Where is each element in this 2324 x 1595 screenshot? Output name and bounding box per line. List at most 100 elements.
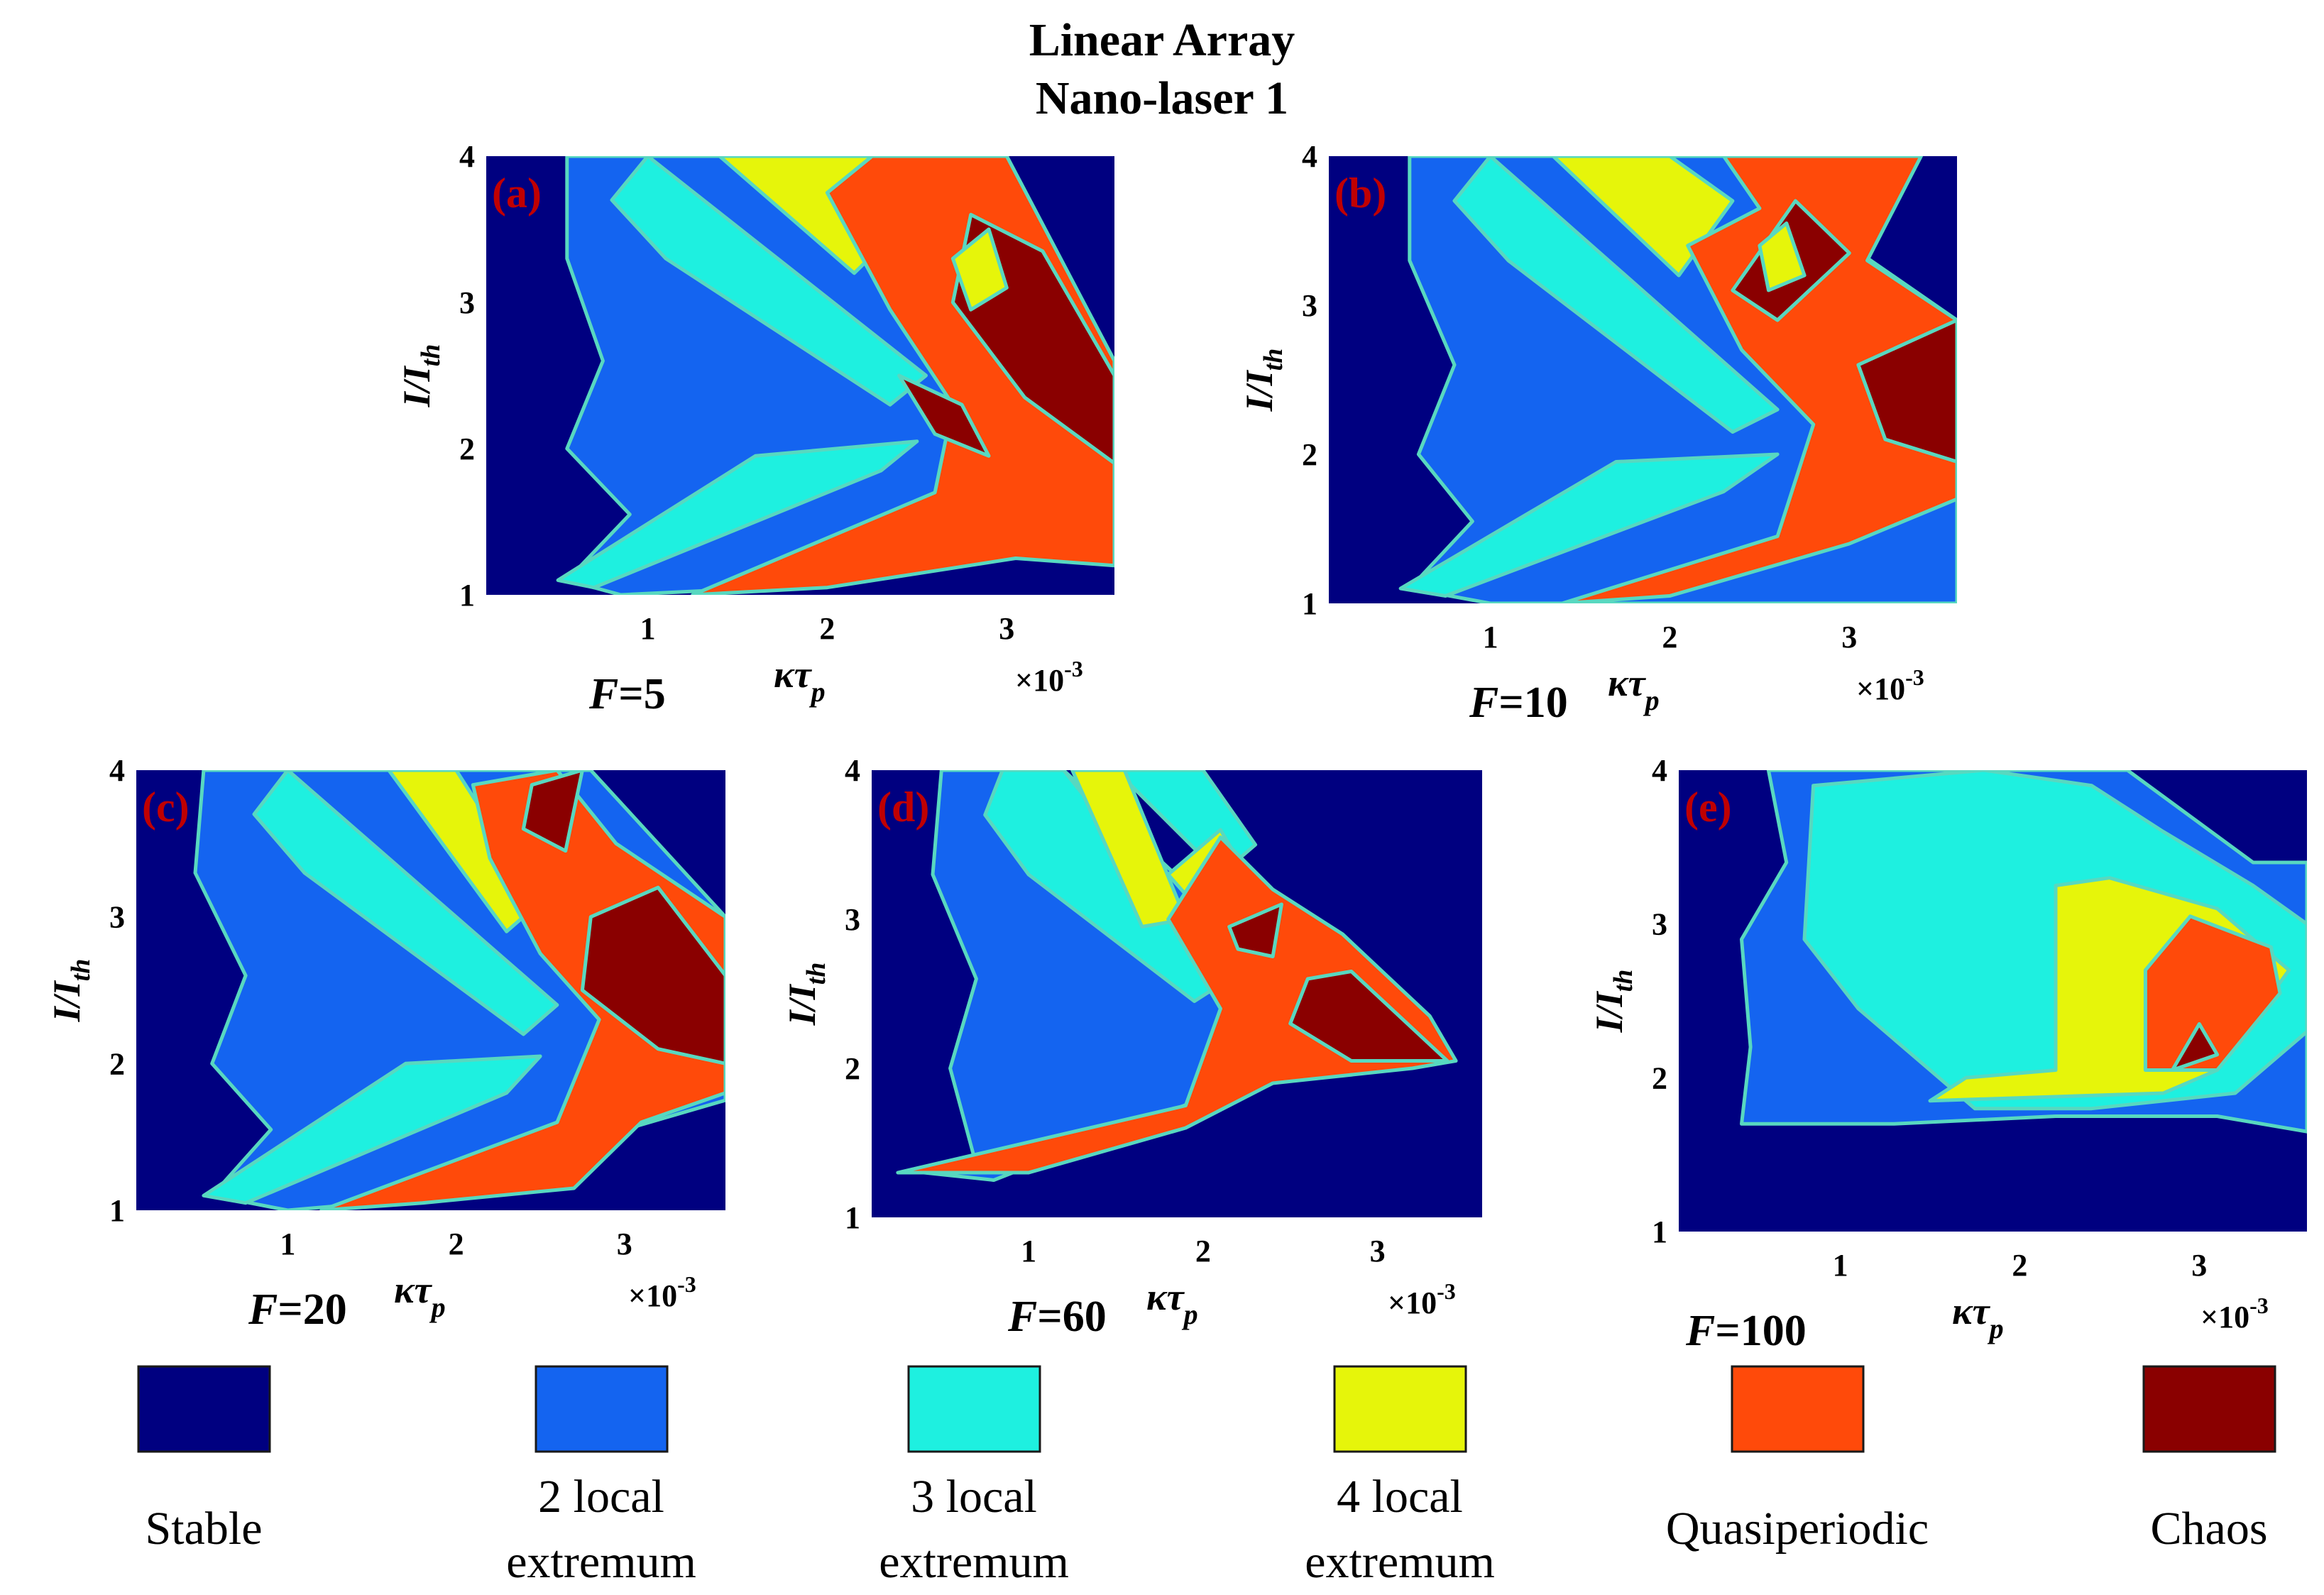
x-axis-label: κτp: [1952, 1290, 2004, 1344]
legend-item: 3 local extremum: [879, 1365, 1069, 1588]
region-3-local-extremum: [252, 770, 559, 1036]
legend-swatch: [2142, 1365, 2276, 1453]
heatmap-area: [486, 156, 1114, 595]
x-tick-label: 1: [1021, 1234, 1036, 1268]
region-chaos: [1856, 318, 1957, 464]
x-axis-label: κτp: [394, 1268, 446, 1323]
y-tick-label: 1: [459, 578, 475, 613]
region-quasiperiodic: [319, 770, 725, 1210]
x-tick-label: 3: [1370, 1234, 1386, 1268]
y-tick-label: 1: [109, 1193, 125, 1228]
panel-letter: (e): [1684, 784, 1732, 831]
heatmap-area: [1329, 156, 1957, 603]
legend-label-line1: 3 local: [911, 1471, 1037, 1523]
x-tick-label: 1: [1483, 620, 1498, 654]
region-quasiperiodic: [896, 835, 1458, 1175]
x-tick-label: 2: [2012, 1248, 2027, 1283]
y-tick-label: 2: [1652, 1060, 1667, 1095]
legend-swatch: [1731, 1365, 1865, 1453]
x-multiplier: ×10-3: [2200, 1293, 2269, 1334]
region-4-local-extremum: [950, 227, 1009, 312]
region-chaos: [521, 770, 584, 853]
panel-d: 1 2 3 1 2 3 4 (d) I/Ith F=60 κτp ×10-3: [781, 753, 1482, 1341]
y-axis-label: I/Ith: [395, 344, 446, 408]
x-tick-label: 1: [280, 1227, 295, 1261]
figure-title-line1: Linear Array: [1029, 14, 1295, 66]
legend-swatch: [1333, 1365, 1467, 1453]
y-tick-label: 4: [1302, 139, 1317, 174]
panel-letter: (a): [492, 170, 542, 216]
panel-e: 1 2 3 1 2 3 4 (e) I/Ith F=100 κτp ×10-3: [1588, 753, 2307, 1355]
y-axis-label: I/Ith: [1588, 970, 1638, 1034]
region-chaos: [580, 885, 725, 1065]
figure-title-line2: Nano-laser 1: [1035, 72, 1289, 124]
region-3-local-extremum: [983, 770, 1232, 1003]
y-axis-label: I/Ith: [45, 959, 96, 1023]
region-quasiperiodic: [2143, 914, 2282, 1072]
y-tick-label: 3: [1302, 288, 1317, 323]
legend-item: Chaos: [2142, 1365, 2276, 1555]
region-quasiperiodic: [1560, 156, 1957, 603]
panel-letter: (d): [877, 784, 929, 831]
y-tick-label: 3: [109, 900, 125, 935]
y-tick-label: 4: [109, 753, 125, 788]
f-label: F=20: [248, 1286, 347, 1334]
legend-item: Stable: [137, 1365, 271, 1555]
y-tick-label: 3: [459, 285, 475, 320]
legend-label: Chaos: [2151, 1503, 2268, 1555]
legend-label: Quasiperiodic: [1666, 1503, 1929, 1555]
legend-label: Stable: [146, 1503, 263, 1555]
panel-letter: (c): [142, 784, 190, 831]
x-multiplier: ×10-3: [1856, 664, 1924, 706]
x-tick-label: 3: [617, 1227, 632, 1261]
x-tick-label: 1: [640, 611, 656, 646]
y-tick-label: 2: [109, 1046, 125, 1081]
x-axis-label: κτp: [1608, 662, 1660, 716]
f-label: F=100: [1685, 1307, 1807, 1355]
y-tick-label: 3: [1652, 907, 1667, 942]
y-tick-label: 1: [1652, 1215, 1667, 1249]
y-tick-label: 4: [1652, 753, 1667, 788]
x-tick-label: 3: [2191, 1248, 2207, 1283]
y-axis-label: I/Ith: [781, 963, 831, 1026]
y-tick-label: 2: [459, 432, 475, 466]
legend-swatch: [535, 1365, 669, 1453]
legend-label-line1: 4 local: [1337, 1471, 1463, 1523]
panel-letter: (b): [1334, 170, 1386, 216]
y-tick-label: 2: [1302, 437, 1317, 472]
region-4-local-extremum: [1758, 221, 1807, 292]
heatmap-area: [1679, 770, 2307, 1232]
region-3-local-extremum: [202, 1054, 542, 1205]
legend-swatch: [907, 1365, 1041, 1453]
f-label: F=10: [1469, 679, 1568, 727]
legend-item: Quasiperiodic: [1666, 1365, 1929, 1555]
region-chaos: [897, 373, 991, 458]
region-3-local-extremum: [556, 439, 919, 590]
legend-label-line2: extremum: [879, 1536, 1069, 1588]
region-chaos: [1288, 970, 1449, 1063]
x-tick-label: 3: [999, 611, 1014, 646]
x-tick-label: 2: [819, 611, 835, 646]
legend-label-line2: extremum: [1305, 1536, 1495, 1588]
y-tick-label: 4: [845, 753, 860, 788]
region-3-local-extremum: [1452, 156, 1780, 434]
panel-b: 1 2 3 1 2 3 4 (b) I/Ith F=10 κτp ×10-3: [1238, 139, 1957, 727]
y-axis-label: I/Ith: [1238, 349, 1288, 412]
region-3-local-extremum: [610, 156, 928, 407]
heatmap-area: [136, 770, 725, 1210]
y-tick-label: 2: [845, 1051, 860, 1086]
f-label: F=60: [1007, 1293, 1107, 1341]
x-tick-label: 2: [449, 1227, 464, 1261]
legend-label-line1: 2 local: [538, 1471, 664, 1523]
y-tick-label: 4: [459, 139, 475, 174]
legend-item: 2 local extremum: [506, 1365, 696, 1588]
region-chaos: [2170, 1022, 2220, 1072]
x-tick-label: 2: [1195, 1234, 1211, 1268]
f-label: F=5: [588, 670, 666, 718]
legend-item: 4 local extremum: [1305, 1365, 1495, 1588]
region-3-local-extremum: [1398, 452, 1780, 598]
x-tick-label: 2: [1662, 620, 1677, 654]
x-tick-label: 3: [1841, 620, 1857, 654]
